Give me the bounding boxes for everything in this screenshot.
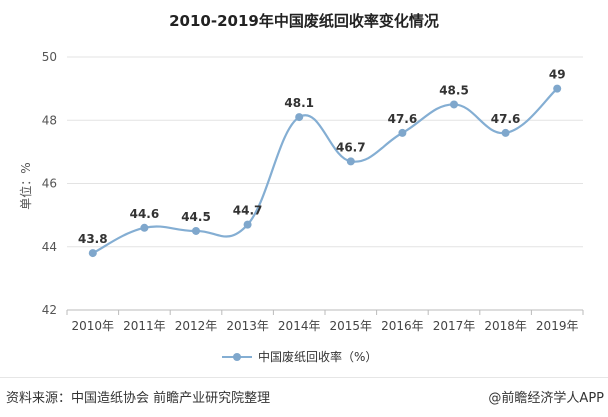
data-point xyxy=(243,220,252,229)
axes: 42 44 46 48 50 2010年 2011年 2012年 2013年 2014年 2015年… xyxy=(42,50,584,333)
x-tick-label: 2010年 xyxy=(72,319,115,333)
data-label: 44.6 xyxy=(130,207,160,221)
legend: 中国废纸回收率（%） xyxy=(222,349,377,364)
footer: 资料来源：中国造纸协会 前瞻产业研究院整理 @前瞻经济学人APP xyxy=(0,377,608,413)
data-point xyxy=(88,249,97,258)
data-label: 48.1 xyxy=(284,96,314,110)
y-tick-label: 44 xyxy=(42,240,57,254)
x-tick-label: 2013年 xyxy=(226,319,269,333)
data-point xyxy=(450,100,458,109)
data-label: 43.8 xyxy=(78,232,108,246)
data-point xyxy=(140,223,149,232)
data-label: 44.5 xyxy=(181,210,211,224)
x-tick-label: 2011年 xyxy=(123,319,166,333)
data-label: 49 xyxy=(549,68,566,82)
source-note: 资料来源：中国造纸协会 前瞻产业研究院整理 xyxy=(6,391,271,406)
y-tick-label: 48 xyxy=(42,113,57,127)
series-layer: 43.8 44.6 44.5 44.7 48.1 46.7 47.6 48.5 47.6 49 xyxy=(78,68,566,258)
x-tick-label: 2016年 xyxy=(381,319,424,333)
y-tick-label: 50 xyxy=(42,50,57,64)
x-tick-label: 2012年 xyxy=(175,319,218,333)
data-label: 47.6 xyxy=(388,112,418,126)
chart-title: 2010-2019年中国废纸回收率变化情况 xyxy=(169,12,439,30)
y-axis-label: 单位：% xyxy=(18,162,33,209)
data-label: 48.5 xyxy=(439,83,469,97)
y-tick-label: 42 xyxy=(42,303,57,317)
data-label: 46.7 xyxy=(336,140,366,154)
y-tick-label: 46 xyxy=(42,177,57,191)
data-label: 44.7 xyxy=(233,204,263,218)
data-point xyxy=(501,128,510,137)
x-tick-label: 2014年 xyxy=(278,319,321,333)
data-point xyxy=(192,226,200,235)
grid-lines xyxy=(67,56,583,248)
legend-label: 中国废纸回收率（%） xyxy=(258,349,377,364)
series-line xyxy=(92,87,558,255)
x-tick-label: 2017年 xyxy=(433,319,476,333)
x-tick-label: 2019年 xyxy=(536,319,579,333)
data-label: 47.6 xyxy=(491,112,521,126)
x-tick-label: 2018年 xyxy=(484,319,527,333)
credit-note: @前瞻经济学人APP xyxy=(488,391,604,406)
data-point xyxy=(295,113,304,122)
data-point xyxy=(553,84,562,93)
legend-point-marker xyxy=(233,353,241,361)
data-point xyxy=(398,128,407,137)
x-tick-label: 2015年 xyxy=(330,319,373,333)
data-point xyxy=(346,157,355,166)
